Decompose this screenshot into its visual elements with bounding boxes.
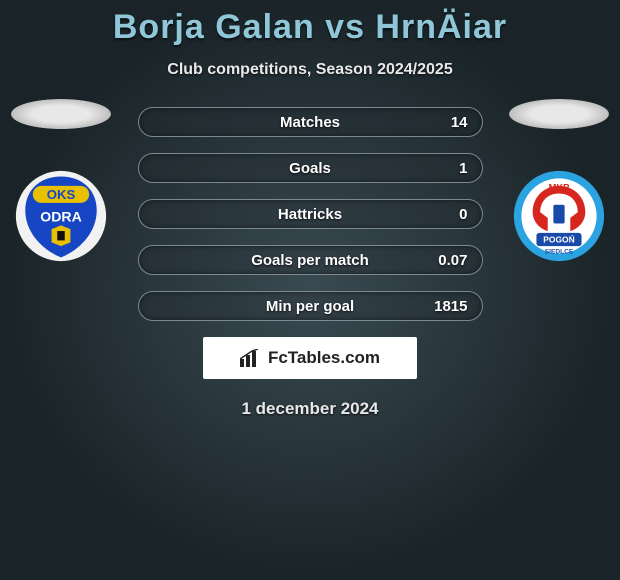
brand-badge: FcTables.com: [203, 337, 417, 379]
bar-chart-icon: [240, 349, 262, 367]
club-right-city: SIEDLCE: [545, 249, 574, 256]
club-badge-left: OKS ODRA: [14, 169, 108, 263]
stat-label: Hattricks: [139, 200, 482, 228]
stat-right-value: 1815: [434, 292, 467, 320]
club-left-abbrev: OKS: [47, 187, 76, 202]
comparison-date: 1 december 2024: [0, 399, 620, 419]
comparison-panel: OKS ODRA MKP POGOŃ SIEDLCE Match: [0, 107, 620, 419]
stat-label: Goals per match: [139, 246, 482, 274]
stat-right-value: 0.07: [438, 246, 467, 274]
stat-row-goals: Goals 1: [138, 153, 483, 183]
club-left-name: ODRA: [40, 209, 82, 225]
player-right-photo-placeholder: [509, 99, 609, 129]
stats-list: Matches 14 Goals 1 Hattricks 0 Goals per…: [138, 107, 483, 321]
stat-label: Goals: [139, 154, 482, 182]
stat-label: Min per goal: [139, 292, 482, 320]
page-title: Borja Galan vs HrnÄiar: [0, 0, 620, 47]
club-right-abbrev: MKP: [549, 182, 570, 193]
subtitle: Club competitions, Season 2024/2025: [0, 61, 620, 79]
club-badge-left-icon: OKS ODRA: [14, 169, 108, 263]
stat-row-goals-per-match: Goals per match 0.07: [138, 245, 483, 275]
stat-right-value: 0: [459, 200, 467, 228]
club-badge-right: MKP POGOŃ SIEDLCE: [512, 169, 606, 263]
stat-row-hattricks: Hattricks 0: [138, 199, 483, 229]
brand-text: FcTables.com: [268, 348, 380, 368]
player-right-column: MKP POGOŃ SIEDLCE: [504, 99, 614, 263]
player-left-photo-placeholder: [11, 99, 111, 129]
stat-row-matches: Matches 14: [138, 107, 483, 137]
club-right-name: POGOŃ: [543, 234, 574, 244]
player-left-column: OKS ODRA: [6, 99, 116, 263]
stat-label: Matches: [139, 108, 482, 136]
stat-right-value: 1: [459, 154, 467, 182]
stat-row-min-per-goal: Min per goal 1815: [138, 291, 483, 321]
stat-right-value: 14: [451, 108, 468, 136]
club-badge-right-icon: MKP POGOŃ SIEDLCE: [512, 169, 606, 263]
